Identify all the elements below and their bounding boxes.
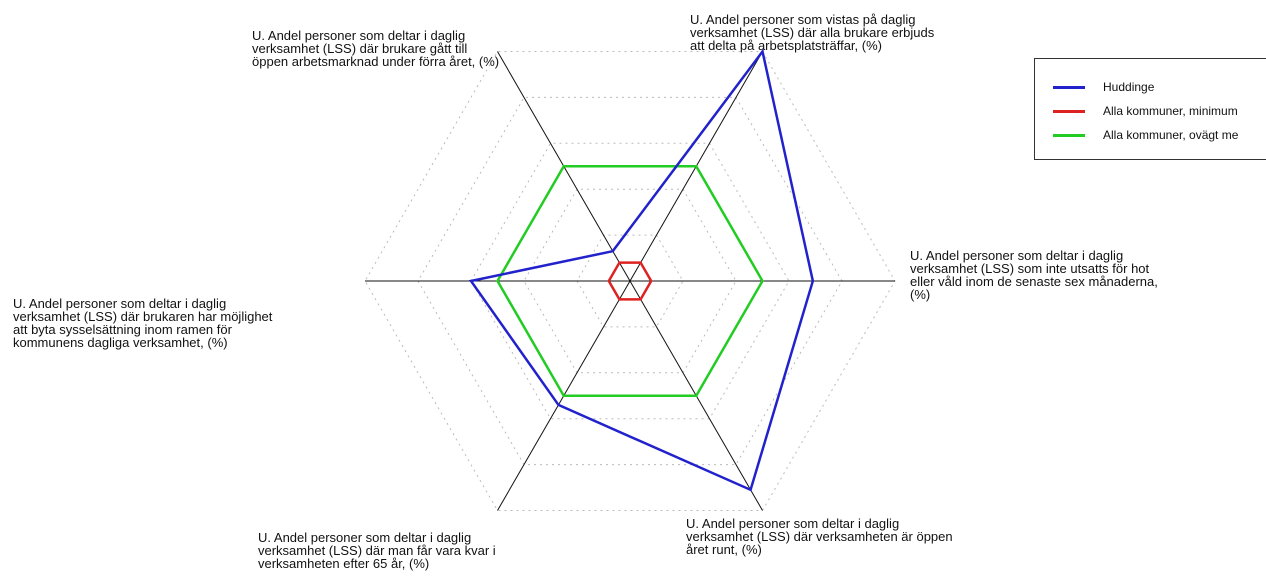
axis-label-line: verksamhet (LSS) där man får vara kvar i <box>258 543 496 558</box>
axis-label-line: U. Andel personer som deltar i daglig <box>258 530 472 545</box>
axis-label-line: eller våld inom de senaste sex månaderna… <box>910 274 1158 289</box>
axis-label-line: kommunens dagliga verksamhet, (%) <box>13 335 228 350</box>
legend-swatch-minimum <box>1053 110 1085 113</box>
axis-label-line: att byta sysselsättning inom ramen för <box>13 322 232 337</box>
legend-label-minimum: Alla kommuner, minimum <box>1103 104 1238 118</box>
axis-label-line: öppen arbetsmarknad under förra året, (%… <box>252 54 500 69</box>
axis-label-line: U. Andel personer som deltar i daglig <box>252 28 466 43</box>
series-line-1 <box>468 48 815 492</box>
axis-label-line: året runt, (%) <box>686 542 762 557</box>
series-line-3 <box>496 165 764 397</box>
legend-swatch-huddinge <box>1053 86 1085 89</box>
axis-label-line: U. Andel personer som deltar i daglig <box>686 516 900 531</box>
axis-label-4: U. Andel personer som deltar i daglig ver… <box>258 531 496 570</box>
axis-label-line: verksamhet (LSS) där brukaren har möjlig… <box>13 309 273 324</box>
legend-swatch-ovagt-medel <box>1053 134 1085 137</box>
legend-label-huddinge: Huddinge <box>1103 80 1155 94</box>
legend-label-ovagt-medel: Alla kommuner, ovägt me <box>1103 128 1239 142</box>
axis-label-line: verksamhet (LSS) där alla brukare erbjud… <box>690 25 935 40</box>
axis-label-line: U. Andel personer som vistas på daglig <box>690 12 916 27</box>
legend-item-minimum: Alla kommuner, minimum <box>1045 103 1266 119</box>
axis-label-line: (%) <box>910 287 931 302</box>
axis-label-line: U. Andel personer som deltar i daglig <box>13 296 227 311</box>
axis-label-2: U. Andel personer som deltar i daglig ver… <box>910 249 1158 301</box>
axis-label-1: U. Andel personer som vistas på daglig ve… <box>690 13 934 52</box>
axis-label-6: U. Andel personer som deltar i daglig ver… <box>252 29 499 68</box>
axis-label-line: att delta på arbetsplatsträffar, (%) <box>690 38 882 53</box>
axis-label-line: U. Andel personer som deltar i daglig <box>910 248 1124 263</box>
axis-label-3: U. Andel personer som deltar i daglig ver… <box>686 517 953 556</box>
legend: Huddinge Alla kommuner, minimum Alla kom… <box>1034 58 1266 160</box>
axis-label-line: verksamhet (LSS) där verksamheten är öpp… <box>686 529 953 544</box>
axis-label-line: verksamhet (LSS) som inte utsatts för ho… <box>910 261 1150 276</box>
legend-item-ovagt-medel: Alla kommuner, ovägt me <box>1045 127 1266 143</box>
axis-label-5: U. Andel personer som deltar i daglig ver… <box>13 297 272 349</box>
legend-item-huddinge: Huddinge <box>1045 79 1266 95</box>
axis-label-line: verksamheten efter 65 år, (%) <box>258 556 430 571</box>
series-line-2 <box>607 261 653 301</box>
axis-label-line: verksamhet (LSS) där brukare gått till <box>252 41 468 56</box>
